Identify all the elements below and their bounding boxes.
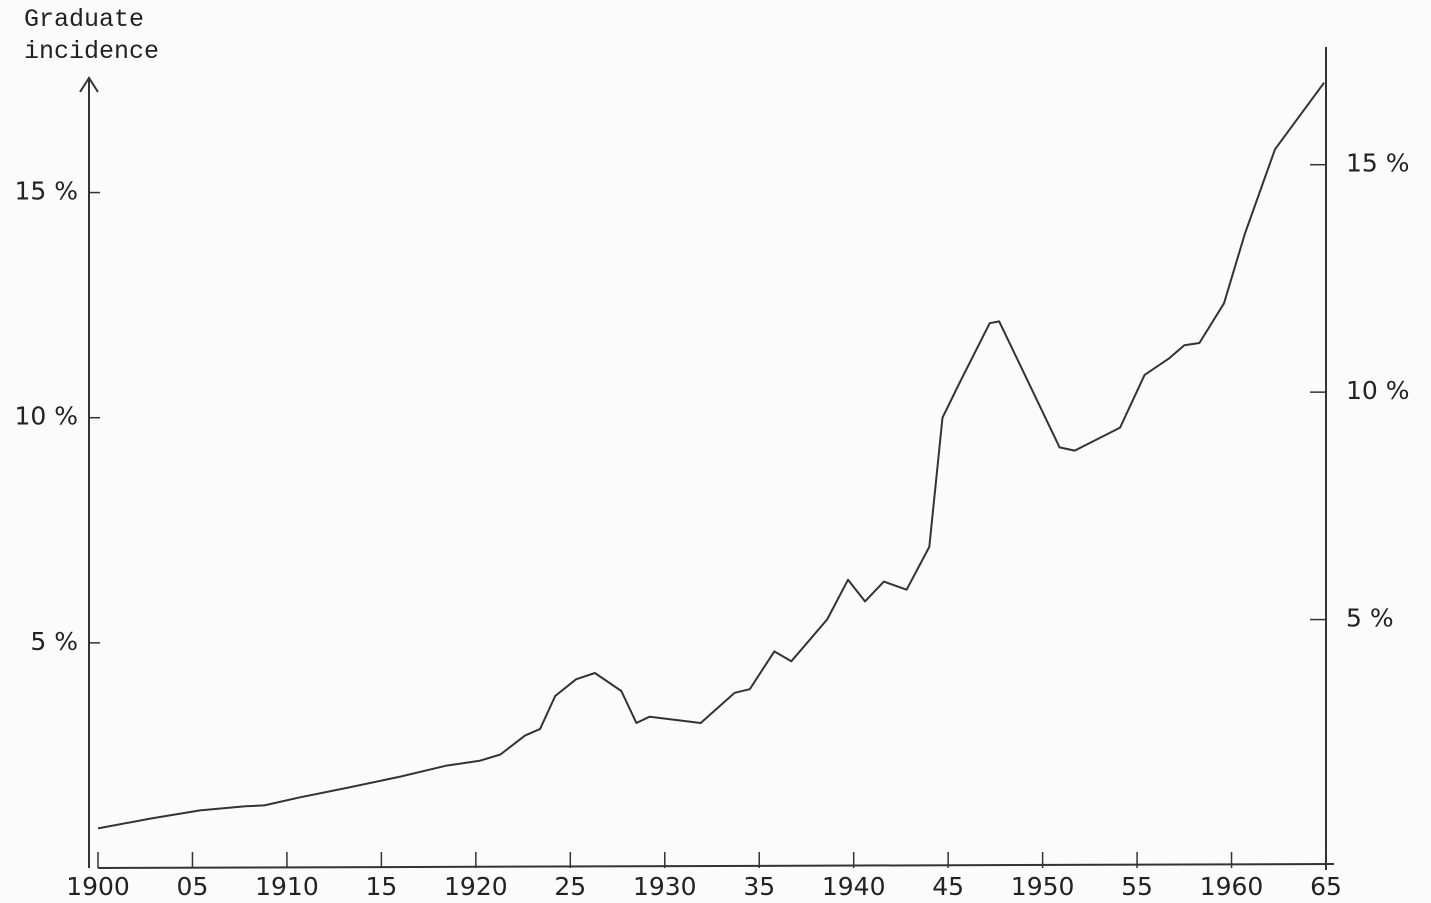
x-tick-label: 15 bbox=[365, 872, 397, 901]
axis-title: Graduate incidence bbox=[24, 5, 160, 66]
x-tick-label: 55 bbox=[1121, 872, 1153, 901]
x-tick-label: 1960 bbox=[1200, 872, 1264, 901]
line bbox=[97, 82, 1325, 830]
x-tick-label: 1900 bbox=[66, 872, 130, 901]
x-tick-label: 1930 bbox=[633, 872, 697, 901]
x-axis bbox=[97, 863, 1335, 869]
y2-tick-label: 5 % bbox=[1346, 604, 1394, 633]
x-tick-label: 25 bbox=[554, 872, 586, 901]
x-tick-label: 1920 bbox=[444, 872, 508, 901]
x-tick-label: 35 bbox=[743, 872, 775, 901]
y2-tick-label: 10 % bbox=[1346, 376, 1410, 405]
x-tick-label: 1910 bbox=[255, 872, 319, 901]
y-tick-label: 10 % bbox=[14, 402, 78, 431]
y-tick-label: 15 % bbox=[14, 177, 78, 206]
x-tick-label: 05 bbox=[177, 872, 209, 901]
x-tick-label: 45 bbox=[932, 872, 964, 901]
x-tick-label: 1950 bbox=[1011, 872, 1075, 901]
axis-arrow bbox=[79, 76, 99, 93]
y-tick-label: 5 % bbox=[30, 627, 78, 656]
y2-tick-label: 15 % bbox=[1346, 149, 1410, 178]
x-tick-label: 1940 bbox=[822, 872, 886, 901]
x-tick-label: 65 bbox=[1310, 872, 1342, 901]
